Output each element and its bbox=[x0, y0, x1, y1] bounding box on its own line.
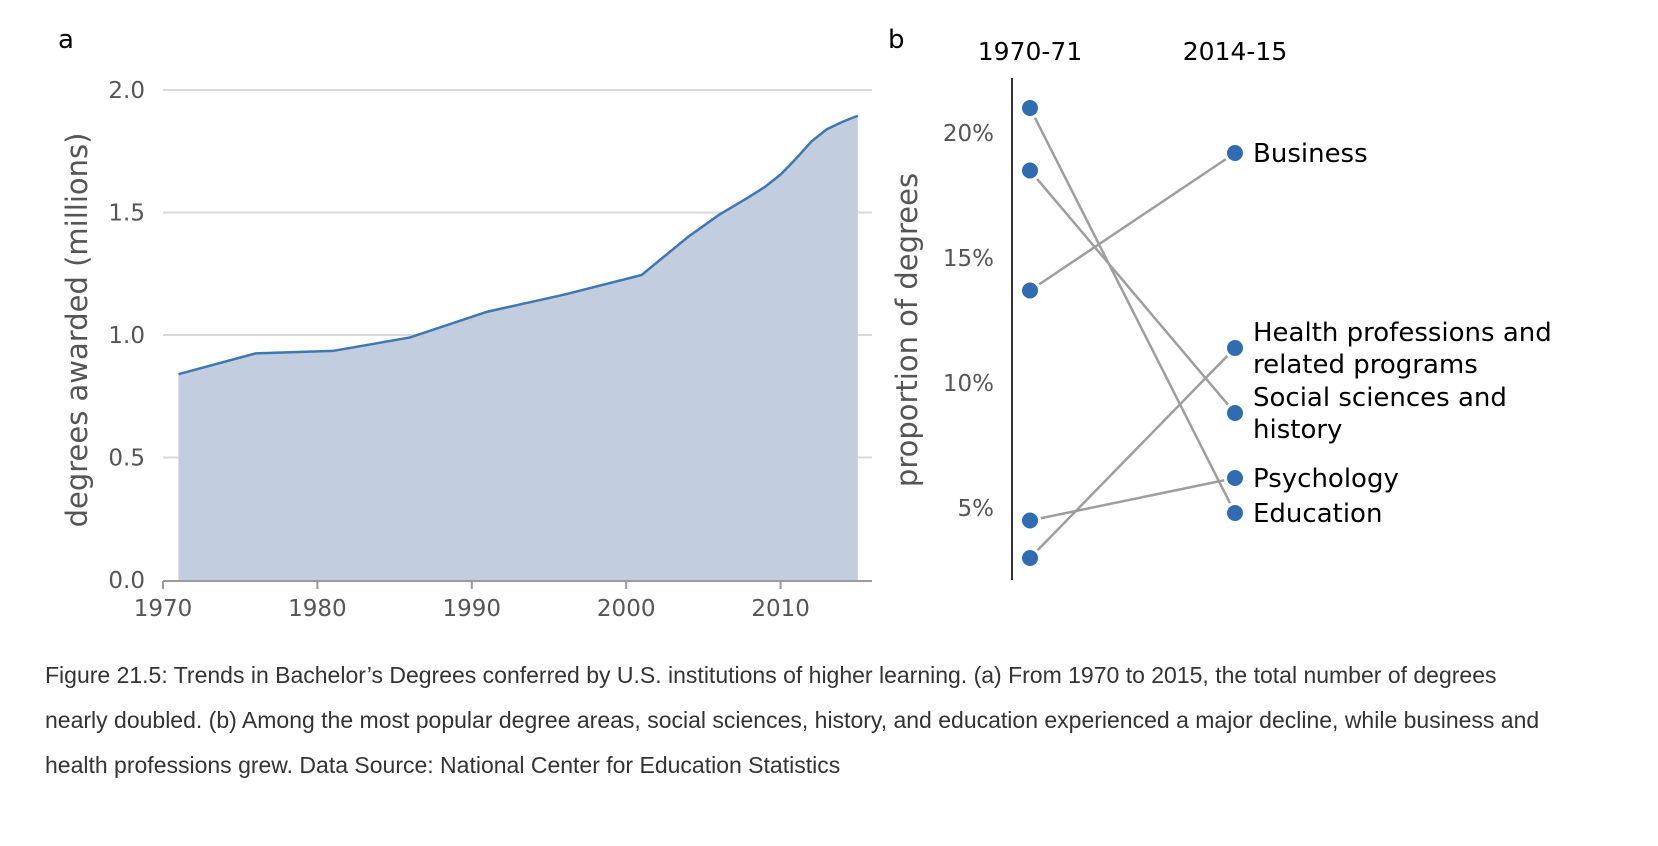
series-label: related programs bbox=[1253, 350, 1478, 380]
y-tick-label: 10% bbox=[943, 371, 994, 397]
x-tick-label: 2000 bbox=[597, 596, 656, 622]
panel-b-slope-chart: b 1970-71 2014-15 5% 10% 15% 20% proportion… bbox=[888, 25, 1552, 580]
slope-line bbox=[1038, 158, 1227, 286]
area-line bbox=[178, 114, 859, 376]
series-label: Psychology bbox=[1253, 464, 1399, 494]
y-tick-label: 5% bbox=[958, 496, 995, 522]
dot-start bbox=[1022, 512, 1038, 529]
y-tick-label: 1.0 bbox=[108, 323, 145, 349]
slope-line bbox=[1036, 178, 1229, 406]
series-label: Health professions and bbox=[1253, 318, 1552, 348]
panel-b-letter: b bbox=[888, 25, 905, 55]
y-tick-label: 15% bbox=[943, 246, 994, 272]
x-tick-label: 2010 bbox=[751, 596, 810, 622]
dot-end bbox=[1227, 505, 1243, 521]
dot-end bbox=[1227, 470, 1243, 486]
series-label: history bbox=[1253, 415, 1342, 445]
y-axis-title: degrees awarded (millions) bbox=[60, 133, 94, 528]
y-tick-label: 0.5 bbox=[108, 446, 145, 472]
dot-start bbox=[1022, 282, 1038, 299]
y-tick-label: 2.0 bbox=[108, 78, 145, 104]
x-tick-label: 1980 bbox=[288, 596, 347, 622]
x-tick-label: 1970 bbox=[134, 596, 193, 622]
y-axis-title: proportion of degrees bbox=[890, 173, 924, 487]
slope-line bbox=[1033, 117, 1232, 504]
column-header-2014-15: 2014-15 bbox=[1183, 37, 1287, 66]
y-tick-label: 0.0 bbox=[108, 568, 145, 594]
dot-end bbox=[1227, 145, 1243, 161]
series-label: Education bbox=[1253, 499, 1382, 529]
y-tick-label: 1.5 bbox=[108, 201, 145, 227]
figure-caption: Figure 21.5: Trends in Bachelor’s Degree… bbox=[45, 662, 1540, 778]
dot-end bbox=[1227, 405, 1243, 421]
series-label: Business bbox=[1253, 139, 1368, 169]
panel-a-letter: a bbox=[58, 25, 74, 55]
dot-start bbox=[1022, 100, 1038, 116]
column-header-1970-71: 1970-71 bbox=[978, 37, 1082, 66]
area-fill bbox=[178, 115, 858, 580]
y-tick-label: 20% bbox=[943, 121, 994, 147]
series-label: Social sciences and bbox=[1253, 383, 1507, 413]
dot-start bbox=[1022, 550, 1038, 566]
x-tick-label: 1990 bbox=[443, 596, 502, 622]
panel-a-area-chart: a 1970 1980 1990 2000 2010 0.0 0.5 1.0 1.5 2.0 d… bbox=[58, 25, 872, 622]
dot-end bbox=[1227, 340, 1243, 356]
dot-start bbox=[1022, 162, 1038, 179]
slope-line bbox=[1040, 479, 1225, 520]
figure: a 1970 1980 1990 2000 2010 0.0 0.5 1.0 1.5 2.0 d… bbox=[58, 25, 1552, 622]
slope-line bbox=[1036, 354, 1229, 552]
